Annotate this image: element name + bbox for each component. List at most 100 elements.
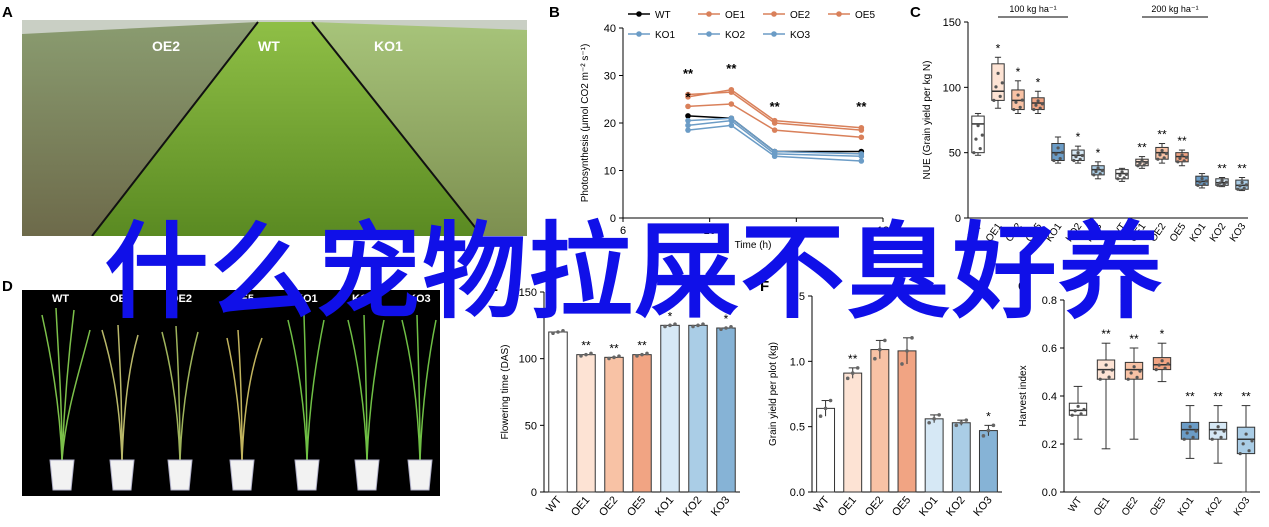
data-point [1036,99,1040,103]
data-point [1126,377,1130,381]
data-point [1220,178,1224,183]
legend-label: KO1 [655,30,675,41]
series-point [728,89,735,95]
bar [843,372,863,493]
x-tick-label: KO3 [971,494,994,519]
series-line [687,103,862,138]
data-point [561,329,565,333]
data-point [1098,172,1102,176]
data-point [1058,157,1062,161]
significance-mark: * [1016,65,1021,79]
data-point [1162,156,1166,160]
data-point [1018,105,1022,109]
legend-marker [636,11,642,17]
x-tick-label: KO1 [653,494,676,519]
y-tick-label: 150 [519,287,537,299]
data-point [1118,173,1122,178]
legend-marker [636,31,642,37]
plant-label-wt: WT [52,293,70,305]
x-tick-label: WT [544,494,564,515]
plant-label-oe5: OE5 [232,293,255,305]
data-point [1182,437,1186,441]
x-tick-label: OE5 [1148,495,1169,518]
data-point [1094,169,1098,174]
plant-photo-drawing [41,307,437,491]
data-point [1222,183,1226,187]
legend-label: KO2 [725,30,745,41]
y-axis-label: Harvest index [1018,365,1029,426]
x-tick-label: KO2 [1204,495,1225,518]
x-tick-label: OE2 [597,494,620,519]
data-point [1098,377,1102,381]
x-tick-label: OE1 [1092,495,1113,518]
data-point [976,123,980,128]
series-point [685,127,691,133]
plant-ko2 [347,314,385,461]
significance-mark: ** [1101,327,1111,341]
panel-letter-f: F [760,278,770,295]
data-point [1166,362,1170,366]
data-point [932,417,936,421]
data-point [855,366,860,370]
data-point [1242,186,1246,190]
data-point [1000,81,1004,85]
data-point [612,355,616,360]
x-tick-label: OE2 [1120,495,1141,518]
x-tick-label: KO3 [1232,495,1253,518]
data-point [1154,368,1158,372]
chart-b-photosynthesis: 0 10 20 30 40 6 10 14 18 Time (h) Photosynthesis (… [580,10,888,250]
series-line [687,117,862,155]
plant-photo: WT OE1 OE2 OE5 KO1 KO2 KO3 [22,290,440,496]
data-point [1244,432,1248,436]
data-point [556,330,560,334]
data-point [991,423,996,428]
data-point [1100,168,1104,173]
chart-f-grain-yield: 0.0 0.5 1.0 1.5 Grain yield per plot (kg) WT *… [768,291,1002,519]
data-point [998,94,1002,98]
data-point [1138,161,1142,165]
field-photo-drawing [22,20,527,236]
significance-mark: ** [609,341,619,355]
data-point [992,98,996,102]
data-point [1247,449,1251,453]
significance-mark: * [986,409,991,423]
data-point [1074,155,1078,159]
y-axis-label: NUE (Grain yield per kg N) [922,61,933,180]
data-point [1185,431,1189,435]
data-point [996,71,1000,75]
x-tick-label: 18 [877,225,888,237]
significance-mark: ** [1185,390,1195,404]
plant-label-ko1: KO1 [295,293,318,305]
data-point [974,137,978,141]
panel-letter-e: E [488,278,499,295]
data-point [1236,187,1240,191]
y-tick-label: 0.0 [790,487,805,499]
box [1152,357,1172,371]
data-point [1052,158,1056,163]
data-point [1241,442,1245,446]
data-point [551,331,555,335]
legend-marker [771,31,777,37]
y-tick-label: 0 [955,213,961,225]
data-point [959,420,964,425]
panel-letter-c: C [910,4,921,21]
photo-label-wt: WT [258,38,280,54]
bar [816,407,836,493]
data-point [1218,181,1222,185]
data-point [663,324,667,329]
data-point [994,85,998,89]
data-point [1163,366,1167,370]
bar [870,349,890,493]
data-point [1250,439,1254,443]
data-point [1038,106,1042,110]
x-tick-label: OE5 [625,494,648,519]
significance-mark: ** [856,99,867,114]
x-tick-label: KO1 [917,494,940,519]
data-point [1072,158,1076,163]
data-point [1016,93,1020,97]
legend-marker [706,11,712,17]
photo-label-ko1: KO1 [374,38,403,54]
y-tick-label: 0.2 [1042,439,1057,451]
y-tick-label: 50 [525,420,537,432]
